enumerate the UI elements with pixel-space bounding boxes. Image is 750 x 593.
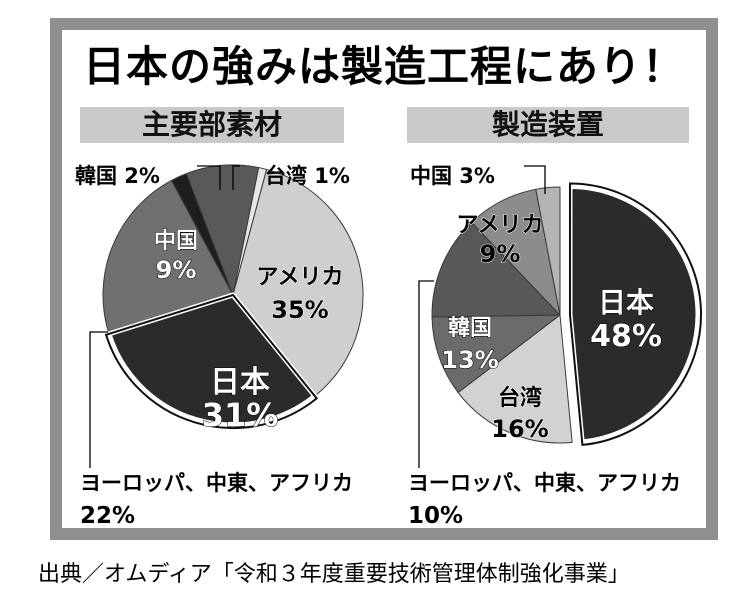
right-emea-leader: [418, 280, 434, 468]
pie2-label-usa: アメリカ: [457, 213, 544, 238]
left-emea-leader: [89, 331, 108, 468]
pie2-label-china: 中国 3%: [410, 164, 495, 188]
pie2-slice-korea: [431, 221, 561, 318]
left-taiwan-leader: [232, 165, 240, 190]
pie1-label-korea: 韓国 2%: [75, 164, 160, 188]
pie2-value-japan: 48%: [590, 319, 662, 354]
pie1-slice-usa: [232, 168, 364, 397]
pie2-label-emea: ヨーロッパ、中東、アフリカ: [408, 471, 681, 495]
right-china-leader: [524, 165, 546, 194]
pie1-value-usa: 35%: [271, 296, 328, 324]
pie2-japan-outline: [568, 182, 702, 447]
pie1-slice-japan: [106, 292, 318, 428]
pie2-value-usa: 9%: [480, 240, 521, 268]
pie1-slice-emea: [102, 179, 234, 335]
pie2-value-korea: 13%: [441, 346, 498, 374]
leader-lines: [89, 165, 546, 468]
pie1-value-japan: 31%: [202, 396, 279, 434]
pie2-value-emea: 10%: [408, 503, 463, 529]
pie1-value-china: 9%: [156, 256, 197, 284]
pie2-label-korea: 韓国: [448, 315, 492, 341]
pie1-label-usa: アメリカ: [257, 265, 344, 290]
pie1-label-china: 中国: [154, 229, 198, 254]
right-pie-chart: [431, 182, 702, 447]
pie2-slice-emea: [431, 314, 561, 394]
pie1-label-japan: 日本: [210, 365, 270, 400]
pie2-label-japan: 日本: [598, 286, 654, 319]
main-title: 日本の強みは製造工程にあり！: [82, 42, 685, 91]
pie2-slice-taiwan: [457, 314, 573, 444]
left-pie-header: 主要部素材: [80, 107, 344, 143]
source-note: 出典／オムディア「令和３年度重要技術管理体制強化事業」: [38, 562, 630, 587]
left-korea-leader: [197, 165, 221, 190]
pie2-label-taiwan: 台湾: [498, 385, 542, 411]
pie1-value-emea: 22%: [80, 503, 135, 529]
pie2-value-taiwan: 16%: [491, 415, 548, 443]
pie1-label-taiwan: 台湾 1%: [265, 164, 350, 188]
right-pie-header: 製造装置: [407, 107, 689, 143]
pie2-slice-japan: [567, 184, 701, 445]
left-pie-chart: [102, 164, 364, 429]
pie2-slice-china: [535, 186, 561, 316]
pie1-japan-outline: [104, 293, 319, 429]
pie1-label-emea: ヨーロッパ、中東、アフリカ: [80, 471, 353, 495]
